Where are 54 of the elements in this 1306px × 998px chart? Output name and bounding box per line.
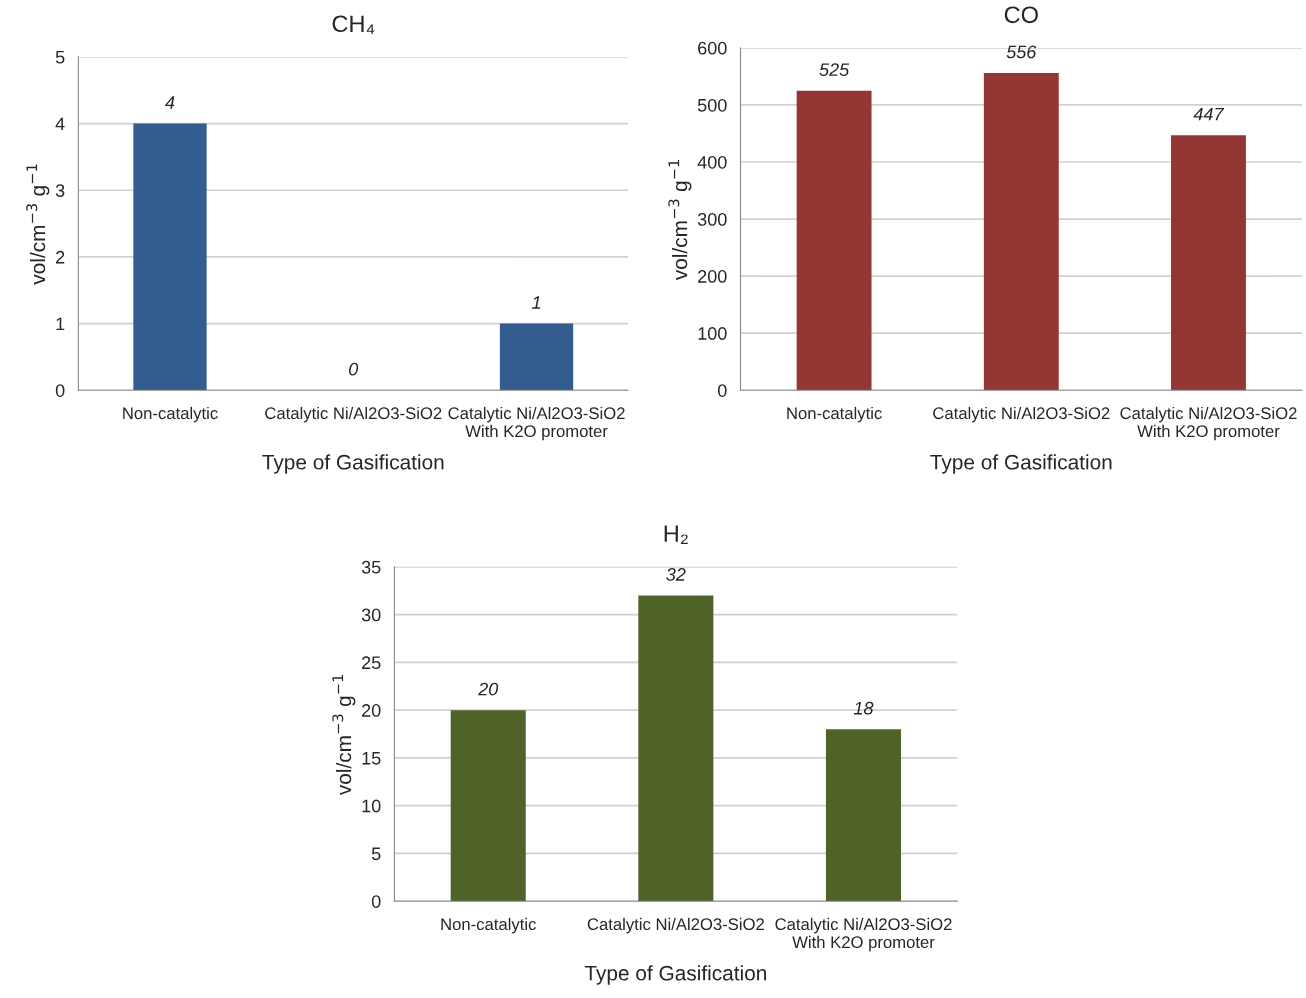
y-tick-label: 200 [698,270,727,283]
y-tick-label: 100 [698,327,727,340]
bar [450,710,526,902]
x-tick-label: Catalytic Ni/Al2O3-SiO2 [265,406,442,423]
data-label: 1 [532,296,541,309]
data-label: 20 [478,682,499,696]
y-tick-label: 600 [698,41,727,55]
x-axis-title: Type of Gasification [262,454,444,474]
data-label: 0 [349,362,359,376]
y-tick-label: 0 [371,895,381,908]
y-tick-label: 1 [56,317,65,331]
y-axis-title: vol/cm$^{−3}$ g$^{−1}$ [332,674,356,796]
data-label: 32 [666,568,686,581]
x-tick-label: Non-catalytic [123,406,218,423]
y-tick-label: 400 [697,155,727,169]
x-tick-label: Non-catalytic [787,406,882,423]
y-tick-label: 3 [55,184,65,197]
data-label: 556 [1006,45,1037,59]
y-tick-label: 4 [55,117,65,131]
y-tick-label: 2 [56,250,65,264]
x-tick-label: Catalytic Ni/Al2O3-SiO2 [933,406,1110,423]
data-label: 447 [1193,107,1225,121]
bar [796,90,872,391]
y-tick-label: 0 [717,384,727,397]
y-tick-label: 0 [55,384,65,397]
y-tick-label: 25 [362,656,381,670]
y-axis-title: vol/cm$^{−3}$ g$^{−1}$ [668,160,692,281]
data-label: 4 [165,96,175,109]
bar [825,729,902,902]
x-tick-label: Catalytic Ni/Al2O3-SiO2 With K2O promoter [1120,406,1297,441]
bar [983,73,1059,391]
x-tick-label: Non-catalytic [441,917,536,934]
x-axis-title: Type of Gasification [930,454,1112,474]
bar [1171,135,1246,391]
y-tick-label: 5 [55,51,65,64]
y-tick-label: 20 [362,704,381,717]
y-tick-label: 30 [361,608,381,622]
bar [638,595,714,902]
y-axis-title: vol/cm$^{−3}$ g$^{−1}$ [26,164,50,285]
y-tick-label: 500 [697,98,727,112]
x-tick-label: Catalytic Ni/Al2O3-SiO2 With K2O promoter [448,406,625,441]
data-label: 18 [853,701,874,715]
chart-title: CH₄ [332,15,375,34]
chart-title: H₂ [664,525,688,544]
y-tick-label: 10 [362,799,381,813]
y-tick-label: 300 [697,213,727,226]
data-label: 525 [819,63,850,77]
y-tick-label: 35 [361,560,381,574]
chart-title: CO [1004,6,1038,24]
x-tick-label: Catalytic Ni/Al2O3-SiO2 [587,917,764,934]
y-tick-label: 5 [371,847,381,861]
x-axis-title: Type of Gasification [584,965,766,985]
y-tick-label: 15 [362,752,381,765]
x-tick-label: Catalytic Ni/Al2O3-SiO2 With K2O promoter [775,917,952,952]
